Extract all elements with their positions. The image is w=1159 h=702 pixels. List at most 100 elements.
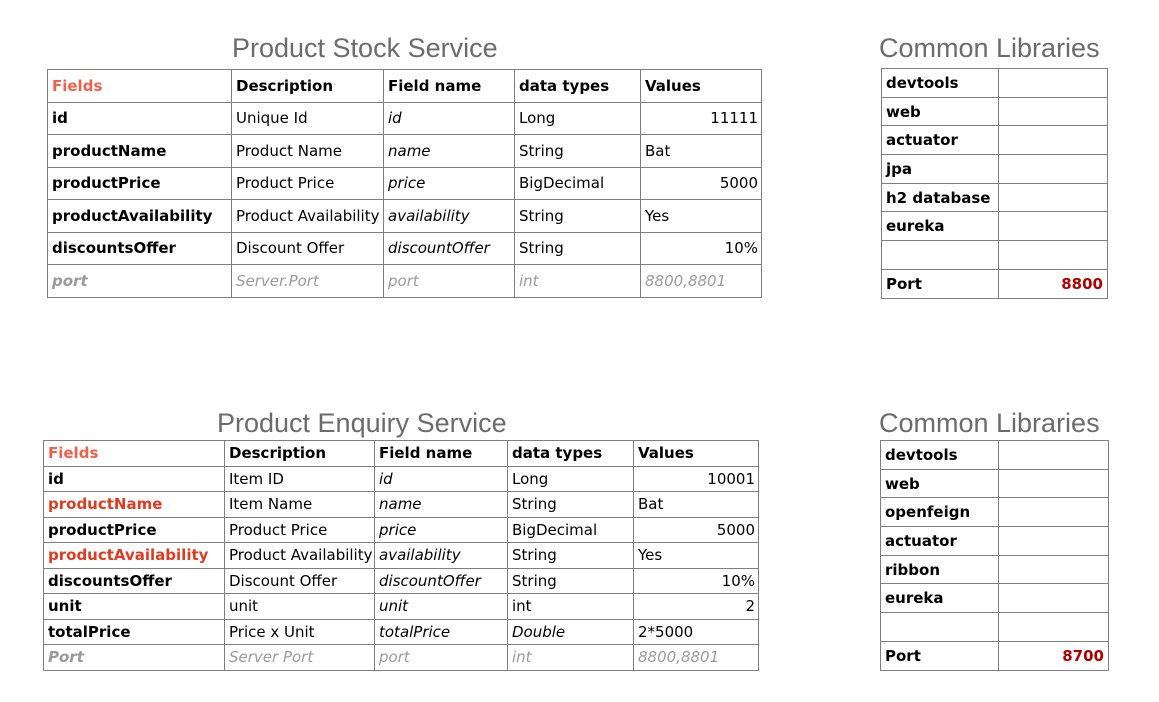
stock-service-table: Fields Description Field name data types…	[47, 69, 762, 298]
data-type-cell: Double	[507, 618, 634, 645]
field-cell: productPrice	[43, 516, 225, 543]
library-row: h2 database	[881, 182, 1108, 213]
library-name: actuator	[880, 526, 999, 556]
library-empty-cell	[998, 468, 1109, 499]
table-row: discountsOffer Discount Offer discountOf…	[43, 567, 759, 594]
description-cell: Server.Port	[231, 264, 384, 298]
library-row: eureka	[880, 583, 1109, 614]
library-empty-cell	[998, 125, 1108, 156]
library-empty-cell	[998, 526, 1109, 556]
stock-libraries-table: devtools web actuator jpa h2 database eu…	[881, 68, 1108, 299]
enquiry-libraries-title: Common Libraries	[879, 408, 1100, 438]
value-cell: Bat	[633, 491, 759, 518]
library-empty-cell	[998, 554, 1109, 585]
field-name-cell: name	[383, 134, 515, 168]
value-cell: Bat	[640, 134, 762, 168]
data-type-cell: Long	[514, 101, 641, 135]
library-empty-cell	[998, 154, 1108, 184]
field-name-cell: id	[374, 465, 508, 492]
field-cell: port	[47, 264, 232, 298]
library-empty-cell	[998, 240, 1108, 270]
description-cell: Item Name	[224, 491, 375, 518]
table-row: unit unit unit int 2	[43, 593, 759, 620]
description-cell: Product Price	[224, 516, 375, 543]
library-empty-cell	[998, 612, 1109, 642]
value-cell: 2*5000	[633, 618, 759, 645]
library-name: eureka	[881, 211, 999, 242]
library-row: jpa	[881, 154, 1108, 184]
description-cell: Discount Offer	[224, 567, 375, 594]
header-values: Values	[633, 440, 759, 467]
header-fields: Fields	[43, 440, 225, 467]
value-cell: 5000	[640, 166, 762, 200]
field-name-cell: unit	[374, 593, 508, 620]
enquiry-libraries-table: devtools web openfeign actuator ribbon e…	[880, 440, 1109, 671]
field-cell: id	[47, 101, 232, 135]
field-cell: discountsOffer	[43, 567, 225, 594]
library-row: eureka	[881, 211, 1108, 242]
data-type-cell: BigDecimal	[514, 166, 641, 200]
description-cell: Product Availability	[231, 199, 384, 233]
table-row: productName Item Name name String Bat	[43, 491, 759, 518]
field-cell: discountsOffer	[47, 231, 232, 265]
library-row: ribbon	[880, 554, 1109, 585]
header-fields: Fields	[47, 69, 232, 103]
library-name: h2 database	[881, 182, 999, 213]
library-row: devtools	[881, 68, 1108, 98]
header-description: Description	[224, 440, 375, 467]
library-name: web	[881, 96, 999, 127]
table-row-port: Port Server Port port int 8800,8801	[43, 644, 759, 671]
library-name: ribbon	[880, 554, 999, 585]
value-cell: 8800,8801	[633, 644, 759, 671]
table-header-row: Fields Description Field name data types…	[43, 440, 759, 467]
value-cell: 10%	[633, 567, 759, 594]
field-cell: productAvailability	[47, 199, 232, 233]
library-name: openfeign	[880, 497, 999, 528]
stock-libraries-title: Common Libraries	[879, 33, 1100, 63]
description-cell: Discount Offer	[231, 231, 384, 265]
value-cell: 11111	[640, 101, 762, 135]
data-type-cell: String	[514, 231, 641, 265]
description-cell: Product Name	[231, 134, 384, 168]
field-name-cell: totalPrice	[374, 618, 508, 645]
library-empty-cell	[998, 68, 1108, 98]
library-row	[881, 240, 1108, 270]
data-type-cell: String	[507, 542, 634, 569]
value-cell: 8800,8801	[640, 264, 762, 298]
library-row: actuator	[880, 526, 1109, 556]
header-field-name: Field name	[374, 440, 508, 467]
header-values: Values	[640, 69, 762, 103]
library-name: jpa	[881, 154, 999, 184]
table-row: productPrice Product Price price BigDeci…	[43, 516, 759, 543]
library-name: web	[880, 468, 999, 499]
library-name: eureka	[880, 583, 999, 614]
data-type-cell: int	[507, 644, 634, 671]
data-type-cell: Long	[507, 465, 634, 492]
library-row: web	[881, 96, 1108, 127]
enquiry-service-title: Product Enquiry Service	[217, 408, 507, 438]
library-empty-cell	[998, 497, 1109, 528]
library-empty-cell	[998, 583, 1109, 614]
table-row: discountsOffer Discount Offer discountOf…	[47, 231, 762, 265]
enquiry-service-table: Fields Description Field name data types…	[43, 440, 759, 671]
library-row: openfeign	[880, 497, 1109, 528]
library-empty-cell	[998, 440, 1109, 470]
field-name-cell: port	[374, 644, 508, 671]
description-cell: Server Port	[224, 644, 375, 671]
port-label: Port	[881, 268, 999, 299]
library-name	[881, 240, 999, 270]
field-name-cell: discountOffer	[374, 567, 508, 594]
port-label: Port	[880, 640, 999, 671]
field-cell: productPrice	[47, 166, 232, 200]
table-row: productAvailability Product Availability…	[47, 199, 762, 233]
field-cell: Port	[43, 644, 225, 671]
value-cell: 10001	[633, 465, 759, 492]
port-row: Port 8700	[880, 640, 1109, 671]
field-cell: unit	[43, 593, 225, 620]
table-row: productName Product Name name String Bat	[47, 134, 762, 168]
data-type-cell: int	[514, 264, 641, 298]
library-row: web	[880, 468, 1109, 499]
table-header-row: Fields Description Field name data types…	[47, 69, 762, 103]
field-name-cell: availability	[383, 199, 515, 233]
description-cell: Product Availability	[224, 542, 375, 569]
